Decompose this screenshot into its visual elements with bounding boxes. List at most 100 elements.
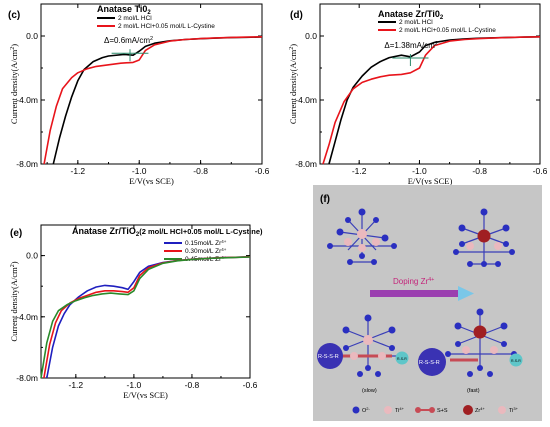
y-tick-label: -8.0m (295, 159, 317, 169)
o-atom (509, 249, 515, 255)
o-atom (327, 243, 333, 249)
o-atom (458, 224, 466, 232)
panel-label: (d) (290, 10, 303, 21)
series-line (322, 36, 541, 165)
o-atom (336, 228, 344, 236)
legend-entry: 2 mol/L HCl (399, 19, 433, 26)
y-axis-label: Current density(A/cm2) (9, 44, 19, 124)
panel-e: -1.2 -1.0 -0.8 -0.6 -8.0m -4.0m 0.0 E/V(vs SCE)… (9, 224, 263, 400)
o-atom (453, 249, 459, 255)
y-tick-label: -8.0m (16, 159, 38, 169)
ti-atom (462, 346, 470, 354)
doping-arrow-head (458, 286, 474, 301)
legend-entry: 0.30mol/L Zr4+ (185, 247, 227, 255)
legend-entry: 0.15mol/L Zr4+ (185, 239, 227, 247)
o-atom (467, 371, 473, 377)
doping-arrow: Doping Zr4+ (370, 277, 474, 301)
legend-o-label: O2- (362, 406, 371, 414)
o-atom (467, 261, 473, 267)
series-line (43, 256, 251, 379)
o-atom (371, 259, 377, 265)
o-atom (502, 224, 510, 232)
adsorption-fast: R-S-S-R R-S-R (fast) (418, 308, 523, 394)
x-tick-label: -0.6 (243, 380, 258, 390)
o-atom (487, 371, 493, 377)
rsr-molecule (509, 353, 523, 367)
series-line (43, 36, 263, 165)
o-atom (476, 308, 484, 316)
legend-entry: 2 mol/L HCl+0.05 mol/L L-Cystine (399, 27, 496, 34)
legend-ti4-swatch (384, 406, 392, 414)
x-tick-label: -1.2 (352, 166, 367, 176)
o-atom (455, 341, 461, 347)
legend-o-swatch (352, 406, 360, 414)
panel-c: -1.2 -1.0 -0.8 -0.6 -8.0m -4.0m 0.0 E/V(vs SCE)… (8, 3, 270, 186)
y-tick-label: 0.0 (26, 251, 38, 261)
o-atom (503, 241, 509, 247)
crystal-atoms-top-left (327, 208, 397, 265)
chart-title: Anatase Ti02 (97, 4, 151, 16)
delta-annotation: Δ=1.38mA/cm2 (384, 41, 438, 50)
o-atom (480, 208, 488, 216)
x-axis-label: E/V(vs SCE) (123, 390, 168, 400)
panel-label: (e) (10, 228, 22, 239)
panel-f-label: (f) (320, 194, 330, 205)
o-atom (381, 234, 389, 242)
o-atom (342, 326, 350, 334)
series-line (46, 256, 251, 379)
o-atom (358, 208, 366, 216)
x-tick-label: -0.8 (472, 166, 487, 176)
legend-ss-swatch (415, 407, 421, 413)
o-atom (365, 365, 371, 371)
x-axis-label: E/V(vs SCE) (408, 176, 453, 186)
ti-atom (344, 238, 352, 246)
x-axis-label: E/V(vs SCE) (129, 176, 174, 186)
x-tick-label: -1.0 (127, 380, 142, 390)
rssr-molecule (317, 343, 343, 369)
ti-atom (378, 352, 386, 360)
o-atom (501, 341, 507, 347)
legend-ti3-swatch (498, 406, 506, 414)
legend-ss-label: S+S (437, 408, 448, 414)
o-atom (343, 345, 349, 351)
slow-label: (slow) (362, 388, 377, 394)
o-atom (375, 371, 381, 377)
panel-f-background (313, 185, 542, 421)
y-tick-label: -8.0m (16, 373, 38, 383)
o-atom (364, 314, 372, 322)
o-atom (500, 322, 508, 330)
x-tick-label: -1.2 (69, 380, 84, 390)
ti-atom (363, 335, 373, 345)
fast-label: (fast) (467, 388, 480, 394)
x-tick-label: -0.8 (185, 380, 200, 390)
chart-title: Anatase Zr/Ti02 (378, 9, 444, 21)
zr-atom (477, 229, 491, 243)
legend-ti4-label: Ti4+ (395, 406, 405, 414)
delta-annotation: Δ=0.6mA/cm2 (104, 36, 153, 45)
ti-atom (357, 229, 367, 239)
rssr-label-left: R-S-S-R (318, 354, 339, 360)
doping-arrow-shaft (370, 290, 458, 297)
plot-frame (319, 3, 541, 165)
plot-frame (40, 3, 263, 165)
ti-atom (490, 346, 498, 354)
chart-title: Anatase Zr/TiO2(2 mol/L HCl+0.05 mol/L L… (72, 226, 263, 238)
rsr-label: R-S-R (511, 359, 521, 363)
y-axis-label: Current density(A/cm2) (9, 261, 19, 341)
y-tick-label: -4.0m (295, 95, 317, 105)
legend-ti3-label: Ti3+ (509, 406, 519, 414)
ti-atom (372, 238, 380, 246)
x-tick-label: -0.8 (193, 166, 208, 176)
o-atom (389, 345, 395, 351)
o-atom (459, 241, 465, 247)
ti-atom (358, 244, 366, 252)
legend-zr-label: Zr4+ (475, 406, 485, 414)
ti-atom (350, 352, 358, 360)
o-atom (359, 253, 365, 259)
y-tick-label: -4.0m (16, 312, 38, 322)
doping-arrow-label: Doping Zr4+ (393, 277, 434, 286)
legend-ss-swatch (429, 407, 435, 413)
legend-entry: 2 mol/L HCl+0.05 mol/L L-Cystine (118, 23, 215, 30)
o-atom (347, 259, 353, 265)
